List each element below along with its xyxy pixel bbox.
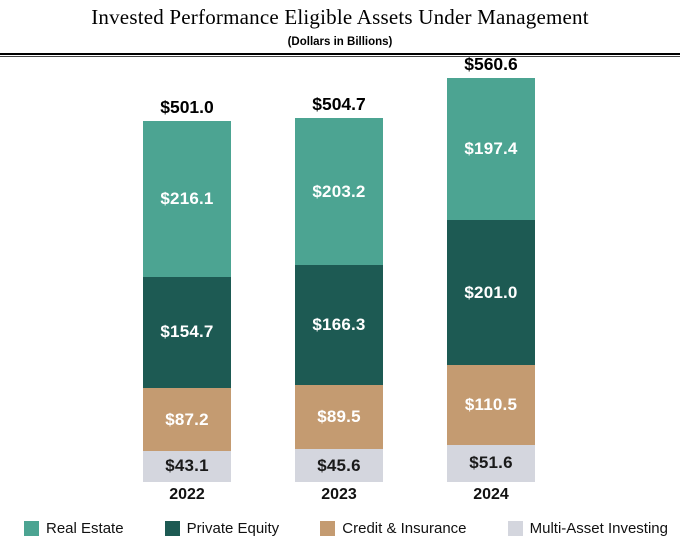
legend-label: Multi-Asset Investing [529, 520, 668, 537]
bar-stack: $197.4 $201.0 $110.5 $51.6 [447, 78, 535, 482]
bar-segment-private-equity: $201.0 [447, 220, 535, 366]
bar-group-2023: $504.7 $203.2 $166.3 $89.5 $45.6 2023 [295, 0, 383, 544]
bar-segment-credit-insurance: $87.2 [143, 388, 231, 451]
legend: Real Estate Private Equity Credit & Insura… [0, 520, 680, 537]
legend-swatch-real-estate [24, 521, 39, 536]
legend-swatch-credit-insurance [320, 521, 336, 536]
bar-segment-real-estate: $216.1 [143, 120, 231, 277]
divider-thin-line [0, 56, 680, 57]
legend-item-real-estate: Real Estate [24, 520, 124, 537]
bar-total-label: $501.0 [160, 96, 214, 117]
bar-total-label: $560.6 [464, 54, 518, 75]
legend-item-multi-asset-investing: Multi-Asset Investing [507, 520, 668, 537]
bar-segment-private-equity: $166.3 [295, 264, 383, 385]
title-divider [0, 53, 680, 57]
bar-segment-multi-asset-investing: $45.6 [295, 449, 383, 482]
chart-subtitle: (Dollars in Billions) [287, 36, 393, 48]
divider-thick-line [0, 53, 680, 55]
bar-total-label: $504.7 [312, 94, 366, 115]
bar-segment-credit-insurance: $89.5 [295, 384, 383, 450]
legend-item-credit-insurance: Credit & Insurance [320, 520, 467, 537]
legend-label: Private Equity [186, 520, 280, 537]
bar-segment-real-estate: $203.2 [295, 118, 383, 265]
bar-segment-private-equity: $154.7 [143, 276, 231, 389]
category-label: 2024 [473, 486, 509, 503]
bar-stack: $203.2 $166.3 $89.5 $45.6 [295, 118, 383, 482]
legend-label: Real Estate [46, 520, 124, 537]
bar-segment-credit-insurance: $110.5 [447, 365, 535, 445]
bar-segment-multi-asset-investing: $51.6 [447, 444, 535, 482]
category-label: 2023 [321, 486, 357, 503]
bar-group-2022: $501.0 $216.1 $154.7 $87.2 $43.1 2022 [143, 0, 231, 544]
chart-title: Invested Performance Eligible Assets Und… [91, 5, 589, 29]
bar-segment-multi-asset-investing: $43.1 [143, 450, 231, 482]
legend-swatch-private-equity [164, 521, 180, 536]
bar-group-2024: $560.6 $197.4 $201.0 $110.5 $51.6 2024 [447, 0, 535, 544]
bar-segment-real-estate: $197.4 [447, 78, 535, 221]
category-label: 2022 [169, 486, 205, 503]
bar-stack: $216.1 $154.7 $87.2 $43.1 [143, 120, 231, 482]
legend-swatch-multi-asset-investing [507, 521, 523, 536]
legend-label: Credit & Insurance [342, 520, 467, 537]
legend-item-private-equity: Private Equity [164, 520, 280, 537]
